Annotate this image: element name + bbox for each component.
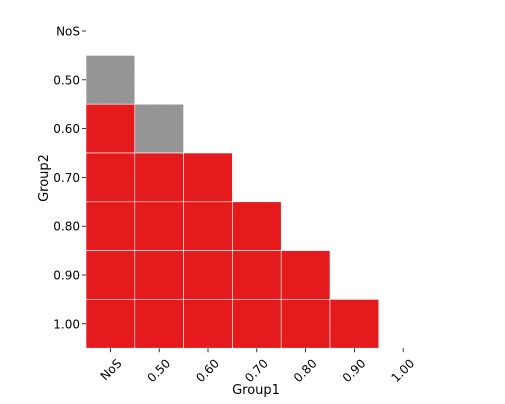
x-tick-label: 0.90 <box>340 356 369 385</box>
x-tick-label: 0.60 <box>193 356 222 385</box>
heatmap-cell-0.70-0.90 <box>232 250 282 300</box>
heatmap-cell-0.50-1.00 <box>134 299 184 349</box>
heatmap-cell-NoS-0.60 <box>85 103 136 154</box>
x-tick-label: NoS <box>98 356 125 383</box>
y-tick-label: NoS <box>56 25 80 39</box>
heatmap-cell-NoS-0.90 <box>85 250 136 300</box>
heatmap-cell-0.50-0.80 <box>134 201 184 251</box>
cells-layer <box>85 55 380 349</box>
y-axis-label: Group2 <box>37 154 52 202</box>
x-tick-label: 0.50 <box>144 356 173 385</box>
y-tick-label: 0.80 <box>53 220 80 234</box>
heatmap-cell-NoS-0.80 <box>85 201 136 251</box>
y-tick-label: 0.50 <box>53 73 80 87</box>
heatmap-cell-0.60-1.00 <box>183 299 233 349</box>
heatmap-cell-NoS-0.70 <box>85 152 136 203</box>
y-axis-ticks: NoS 0.50 0.60 0.70 0.80 0.90 1.00 <box>53 25 86 331</box>
heatmap-cell-0.50-0.70 <box>134 152 184 203</box>
x-axis-ticks: NoS 0.50 0.60 0.70 0.80 0.90 1.00 <box>98 348 417 385</box>
heatmap-cell-0.80-0.90 <box>280 250 331 300</box>
heatmap-cell-0.70-0.80 <box>232 201 282 251</box>
heatmap-cell-0.50-0.60 <box>134 103 184 154</box>
heatmap-cell-NoS-0.50 <box>85 55 136 105</box>
y-tick-label: 0.90 <box>53 269 80 283</box>
y-tick-label: 0.70 <box>53 171 80 185</box>
x-tick-label: 0.80 <box>291 356 320 385</box>
heatmap-cell-0.50-0.90 <box>134 250 184 300</box>
heatmap-cell-0.60-0.80 <box>183 201 233 251</box>
heatmap-cell-0.60-0.90 <box>183 250 233 300</box>
x-tick-label: 0.70 <box>242 356 271 385</box>
heatmap-cell-0.80-1.00 <box>280 299 331 349</box>
y-tick-label: 1.00 <box>53 317 80 331</box>
y-tick-label: 0.60 <box>53 122 80 136</box>
x-tick-label: 1.00 <box>388 356 417 385</box>
heatmap-cell-NoS-1.00 <box>85 299 136 349</box>
heatmap-cell-0.70-1.00 <box>232 299 282 349</box>
x-axis-label: Group1 <box>232 383 280 398</box>
heatmap-cell-0.60-0.70 <box>183 152 233 203</box>
heatmap-cell-0.90-1.00 <box>329 299 380 349</box>
